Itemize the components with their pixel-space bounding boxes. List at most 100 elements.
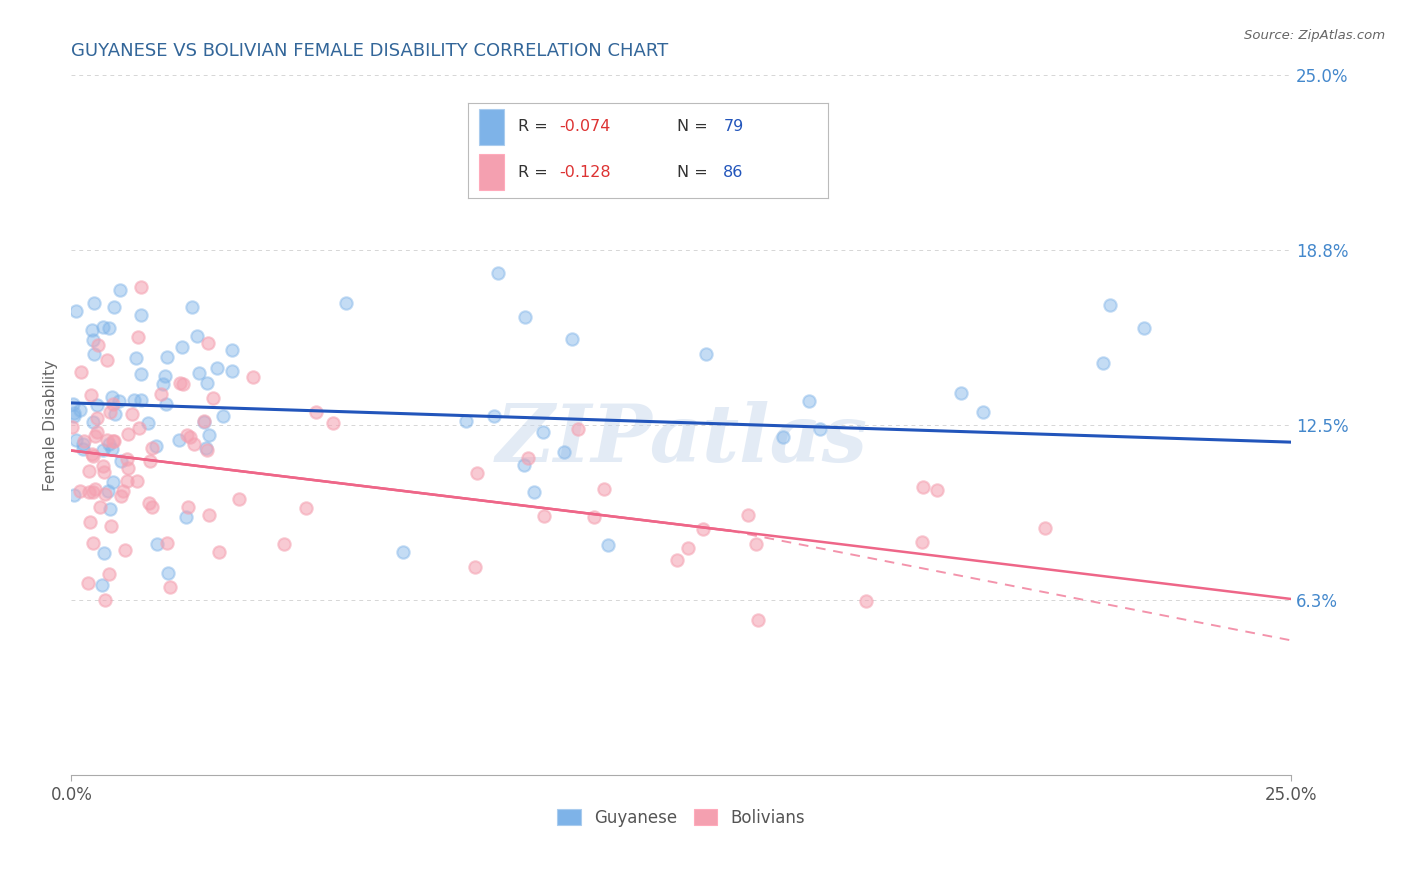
Point — [567, 422, 589, 436]
Point — [167, 433, 190, 447]
Point — [972, 405, 994, 419]
Point — [110, 454, 132, 468]
Point — [486, 265, 509, 279]
Point — [80, 323, 103, 337]
Point — [91, 578, 114, 592]
Point — [950, 386, 973, 401]
Point — [1133, 321, 1156, 335]
Point — [93, 465, 115, 479]
Point — [304, 405, 326, 419]
Text: GUYANESE VS BOLIVIAN FEMALE DISABILITY CORRELATION CHART: GUYANESE VS BOLIVIAN FEMALE DISABILITY C… — [72, 42, 669, 60]
Point — [523, 485, 546, 500]
Point — [128, 421, 150, 435]
Point — [465, 466, 488, 480]
Point — [598, 538, 620, 552]
Text: ZIPatlas: ZIPatlas — [495, 401, 868, 478]
Point — [221, 364, 243, 378]
Point — [103, 300, 125, 314]
Point — [747, 613, 769, 627]
Point — [695, 347, 717, 361]
Point — [533, 508, 555, 523]
Point — [391, 545, 413, 559]
Point — [183, 437, 205, 451]
Point — [115, 452, 138, 467]
Point — [101, 390, 124, 404]
Point — [101, 397, 124, 411]
Point — [91, 320, 114, 334]
Point — [513, 458, 536, 472]
Point — [156, 350, 179, 364]
Point — [179, 430, 201, 444]
Point — [84, 483, 107, 497]
Point — [912, 480, 935, 494]
Point — [114, 543, 136, 558]
Point — [464, 560, 486, 574]
Point — [127, 330, 149, 344]
Point — [79, 515, 101, 529]
Point — [82, 536, 104, 550]
Point — [104, 407, 127, 421]
Point — [188, 366, 211, 380]
Point — [176, 509, 198, 524]
Point — [197, 427, 219, 442]
Point — [94, 593, 117, 607]
Point — [186, 329, 208, 343]
Point — [808, 422, 831, 436]
Point — [60, 420, 83, 434]
Point — [197, 336, 219, 351]
Point — [797, 393, 820, 408]
Y-axis label: Female Disability: Female Disability — [44, 359, 58, 491]
Point — [139, 454, 162, 468]
Point — [772, 430, 794, 444]
Point — [141, 500, 163, 515]
Point — [159, 581, 181, 595]
Point — [101, 475, 124, 490]
Point — [107, 394, 129, 409]
Point — [82, 484, 104, 499]
Point — [172, 340, 194, 354]
Point — [513, 310, 536, 324]
Point — [93, 487, 115, 501]
Point — [70, 365, 93, 379]
Point — [273, 537, 295, 551]
Point — [87, 338, 110, 352]
Point — [676, 541, 699, 555]
Point — [62, 488, 84, 502]
Point — [335, 295, 357, 310]
Point — [198, 508, 221, 522]
Point — [745, 536, 768, 550]
Point — [910, 535, 932, 549]
Point — [83, 295, 105, 310]
Point — [129, 309, 152, 323]
Point — [121, 407, 143, 421]
Point — [97, 483, 120, 498]
Point — [153, 369, 176, 384]
Point — [195, 443, 218, 458]
Point — [84, 429, 107, 443]
Point — [83, 346, 105, 360]
Point — [665, 552, 688, 566]
Point — [86, 398, 108, 412]
Point — [517, 450, 540, 465]
Point — [152, 376, 174, 391]
Point — [77, 575, 100, 590]
Point — [141, 441, 163, 455]
Point — [582, 510, 605, 524]
Point — [553, 444, 575, 458]
Point — [98, 321, 121, 335]
Point — [98, 566, 121, 581]
Point — [593, 483, 616, 497]
Point — [172, 377, 194, 392]
Point — [100, 519, 122, 533]
Point — [72, 437, 94, 451]
Point — [80, 388, 103, 402]
Point — [322, 416, 344, 430]
Point — [72, 442, 94, 457]
Point — [176, 500, 198, 515]
Point — [117, 460, 139, 475]
Point — [131, 393, 153, 408]
Point — [82, 449, 104, 463]
Point — [294, 500, 316, 515]
Point — [82, 415, 104, 429]
Point — [129, 280, 152, 294]
